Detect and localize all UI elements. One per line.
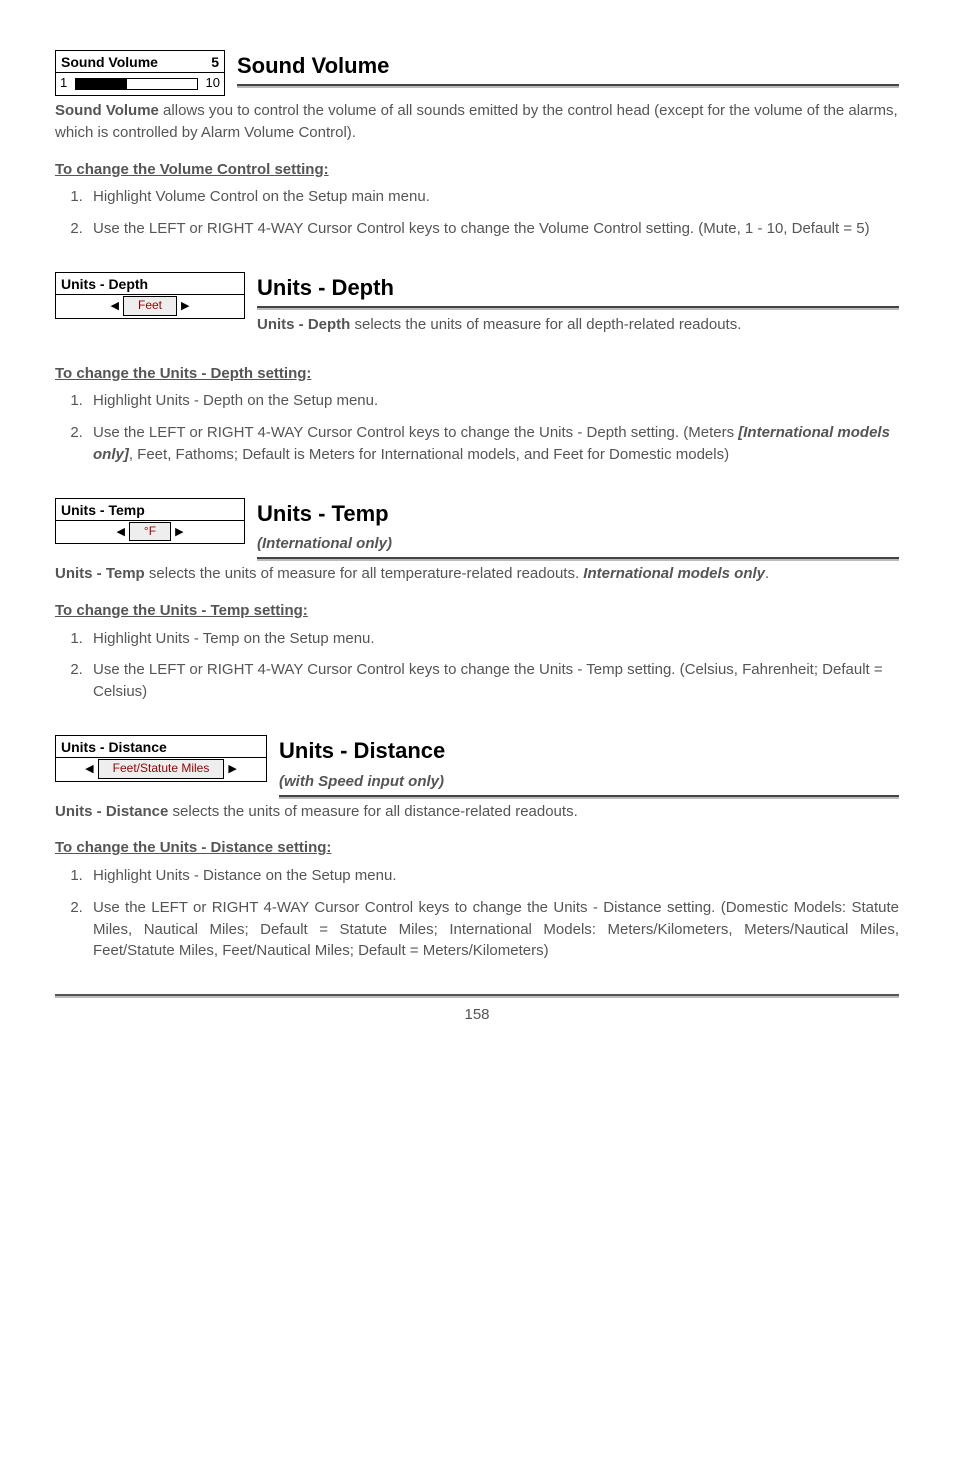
sound-volume-bar-fill [76,79,127,89]
units-depth-to-change: To change the Units - Depth setting: [55,363,899,385]
list-item: Highlight Volume Control on the Setup ma… [87,186,899,208]
units-temp-value: °F [129,522,171,541]
sound-volume-heading: Sound Volume [237,50,899,86]
units-temp-section: Units - Temp ◀ °F ▶ Units - Temp (Intern… [55,498,899,703]
units-depth-value: Feet [123,296,177,315]
right-arrow-icon[interactable]: ▶ [181,301,189,311]
footer-rule [55,994,899,996]
list-item: Use the LEFT or RIGHT 4-WAY Cursor Contr… [87,422,899,466]
list-item: Use the LEFT or RIGHT 4-WAY Cursor Contr… [87,897,899,962]
list-item: Highlight Units - Temp on the Setup menu… [87,628,899,650]
sound-volume-to-change: To change the Volume Control setting: [55,159,899,181]
sound-volume-control[interactable]: Sound Volume 5 1 10 [55,50,225,96]
units-distance-sub: (with Speed input only) [279,771,899,797]
sound-volume-intro: Sound Volume allows you to control the v… [55,100,899,144]
left-arrow-icon[interactable]: ◀ [111,301,119,311]
units-depth-steps: Highlight Units - Depth on the Setup men… [55,390,899,465]
units-depth-heading: Units - Depth [257,272,899,308]
list-item: Highlight Units - Depth on the Setup men… [87,390,899,412]
right-arrow-icon[interactable]: ▶ [228,764,236,774]
units-distance-heading: Units - Distance [279,735,899,767]
list-item: Highlight Units - Distance on the Setup … [87,865,899,887]
left-arrow-icon[interactable]: ◀ [116,527,124,537]
units-depth-control[interactable]: Units - Depth ◀ Feet ▶ [55,272,245,319]
left-arrow-icon[interactable]: ◀ [85,764,93,774]
units-distance-value: Feet/Statute Miles [98,759,225,778]
units-temp-control-label: Units - Temp [56,499,244,521]
units-depth-section: Units - Depth ◀ Feet ▶ Units - Depth Uni… [55,272,899,466]
units-distance-section: Units - Distance ◀ Feet/Statute Miles ▶ … [55,735,899,962]
units-distance-to-change: To change the Units - Distance setting: [55,837,899,859]
units-distance-control[interactable]: Units - Distance ◀ Feet/Statute Miles ▶ [55,735,267,782]
units-temp-control[interactable]: Units - Temp ◀ °F ▶ [55,498,245,545]
page-number: 158 [55,1004,899,1026]
units-temp-to-change: To change the Units - Temp setting: [55,600,899,622]
units-distance-line: Units - Distance selects the units of me… [55,801,899,823]
units-temp-sub: (International only) [257,533,899,559]
units-temp-line: Units - Temp selects the units of measur… [55,563,899,585]
sound-volume-bar[interactable] [75,78,197,90]
list-item: Use the LEFT or RIGHT 4-WAY Cursor Contr… [87,659,899,703]
units-depth-intro: Units - Depth selects the units of measu… [257,314,899,336]
units-temp-steps: Highlight Units - Temp on the Setup menu… [55,628,899,703]
list-item: Use the LEFT or RIGHT 4-WAY Cursor Contr… [87,218,899,240]
sound-volume-control-label: Sound Volume [61,52,158,72]
sound-volume-section: Sound Volume 5 1 10 Sound Volume Sound V… [55,50,899,240]
sound-volume-steps: Highlight Volume Control on the Setup ma… [55,186,899,240]
sound-volume-max: 10 [206,74,220,93]
units-distance-control-label: Units - Distance [56,736,266,758]
units-temp-heading: Units - Temp [257,498,899,530]
units-depth-control-label: Units - Depth [56,273,244,295]
units-distance-steps: Highlight Units - Distance on the Setup … [55,865,899,962]
sound-volume-current: 5 [211,52,219,72]
sound-volume-min: 1 [60,74,67,93]
right-arrow-icon[interactable]: ▶ [175,527,183,537]
